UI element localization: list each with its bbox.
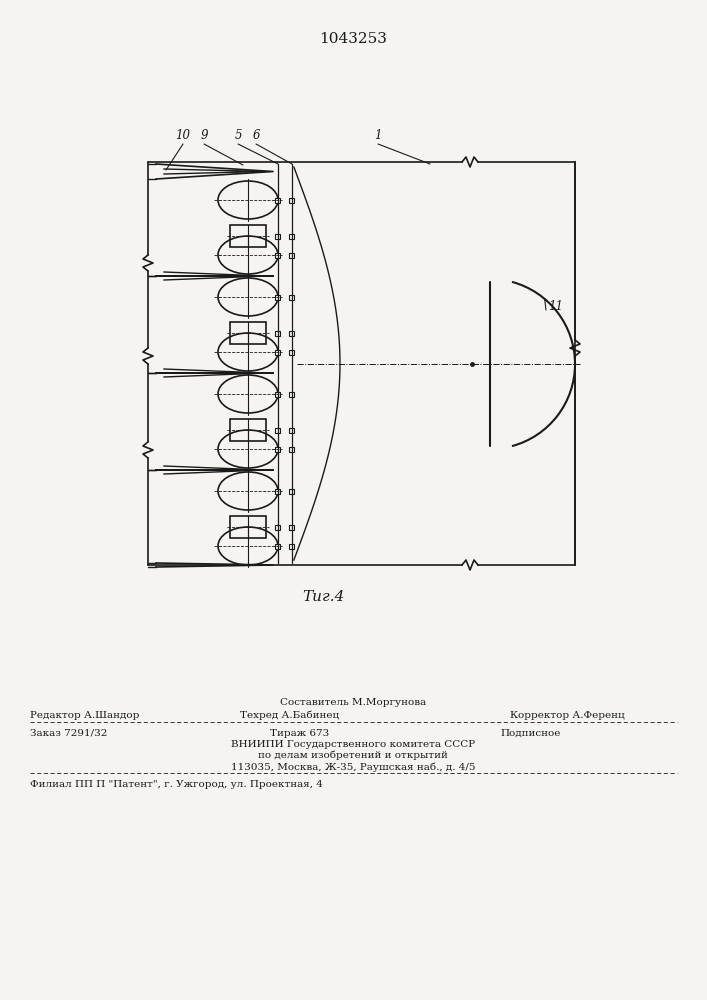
Text: Τиг.4: Τиг.4: [302, 590, 344, 604]
Text: 1: 1: [374, 129, 382, 142]
Bar: [230, 419, 266, 441]
Bar: [276, 446, 281, 452]
Bar: [276, 294, 281, 300]
Bar: [230, 516, 266, 538]
Text: 5: 5: [234, 129, 242, 142]
Bar: [289, 233, 295, 238]
Bar: [276, 524, 281, 530]
Bar: [230, 322, 266, 344]
Text: 11: 11: [548, 300, 563, 312]
Bar: [289, 488, 295, 493]
Text: по делам изобретений и открытий: по делам изобретений и открытий: [258, 751, 448, 760]
Bar: [276, 428, 281, 432]
Text: Редактор А.Шандор: Редактор А.Шандор: [30, 711, 139, 720]
Text: Заказ 7291/32: Заказ 7291/32: [30, 729, 107, 738]
Bar: [276, 488, 281, 493]
Bar: [276, 350, 281, 355]
Bar: [289, 252, 295, 257]
Bar: [289, 391, 295, 396]
Bar: [230, 225, 266, 247]
Text: Техред А.Бабинец: Техред А.Бабинец: [240, 711, 339, 720]
Bar: [289, 544, 295, 548]
Bar: [276, 330, 281, 336]
Bar: [289, 428, 295, 432]
Bar: [289, 330, 295, 336]
Bar: [289, 294, 295, 300]
Text: 10: 10: [175, 129, 190, 142]
Text: Составитель М.Моргунова: Составитель М.Моргунова: [280, 698, 426, 707]
Text: ВНИИПИ Государственного комитета СССР: ВНИИПИ Государственного комитета СССР: [231, 740, 475, 749]
Bar: [289, 350, 295, 355]
Text: 1043253: 1043253: [319, 32, 387, 46]
Text: 113035, Москва, Ж-35, Раушская наб., д. 4/5: 113035, Москва, Ж-35, Раушская наб., д. …: [230, 762, 475, 772]
Text: Филиал ПП П "Патент", г. Ужгород, ул. Проектная, 4: Филиал ПП П "Патент", г. Ужгород, ул. Пр…: [30, 780, 323, 789]
Bar: [276, 252, 281, 257]
Bar: [276, 198, 281, 202]
Text: Тираж 673: Тираж 673: [270, 729, 329, 738]
Bar: [276, 544, 281, 548]
Text: 9: 9: [200, 129, 208, 142]
Bar: [276, 391, 281, 396]
Text: Подписное: Подписное: [500, 729, 561, 738]
Text: Корректор А.Ференц: Корректор А.Ференц: [510, 711, 625, 720]
Bar: [289, 198, 295, 202]
Bar: [289, 524, 295, 530]
Text: 6: 6: [252, 129, 259, 142]
Bar: [289, 446, 295, 452]
Bar: [276, 233, 281, 238]
